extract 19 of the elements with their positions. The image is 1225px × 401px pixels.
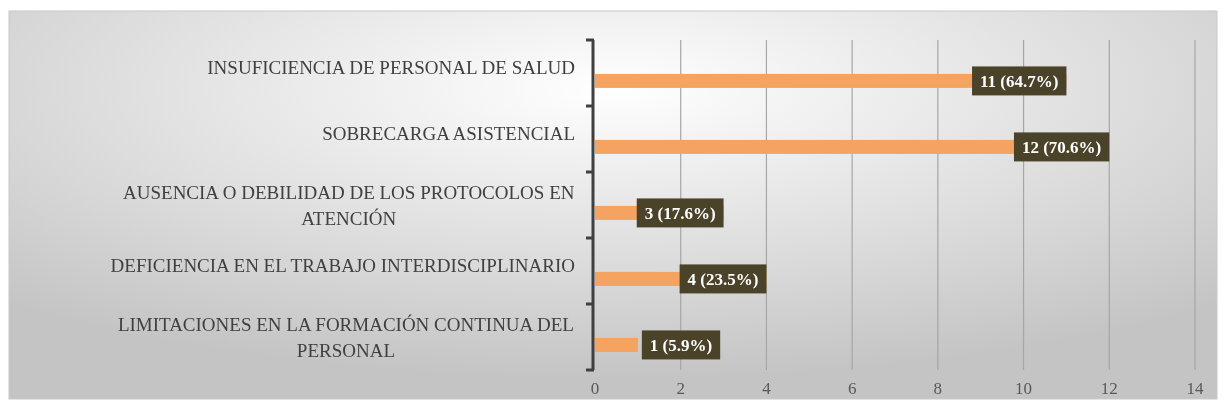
x-tick-label: 2 [676, 379, 685, 399]
x-tick-label: 10 [1015, 379, 1033, 399]
y-tick-label: INSUFICIENCIA DE PERSONAL DE SALUD [207, 56, 575, 78]
bar [595, 337, 638, 352]
y-tick-label: SOBRECARGA ASISTENCIAL [322, 122, 575, 144]
x-tick-label: 0 [590, 379, 600, 399]
y-tick-label: DEFICIENCIA EN EL TRABAJO INTERDISCIPLINARIO [110, 254, 575, 276]
y-tick-label: AUSENCIA O DEBILIDAD DE LOS PROTOCOLOS EN ATENCIÓN [123, 181, 575, 229]
data-label: 3 (17.6%) [644, 203, 716, 223]
x-tick-label: 6 [847, 379, 857, 399]
data-label: 11 (64.7%) [980, 71, 1059, 91]
x-tick-label: 14 [1186, 379, 1204, 399]
y-tick-label: LIMITACIONES EN LA FORMACIÓN CONTINUA DEL PERSONAL [117, 313, 574, 361]
data-label: 12 (70.6%) [1021, 137, 1102, 157]
x-tick-label: 12 [1100, 379, 1118, 399]
data-label: 4 (23.5%) [687, 269, 759, 289]
x-tick-label: 4 [762, 379, 772, 399]
x-tick-label: 8 [933, 379, 943, 399]
data-label: 1 (5.9%) [649, 335, 713, 355]
